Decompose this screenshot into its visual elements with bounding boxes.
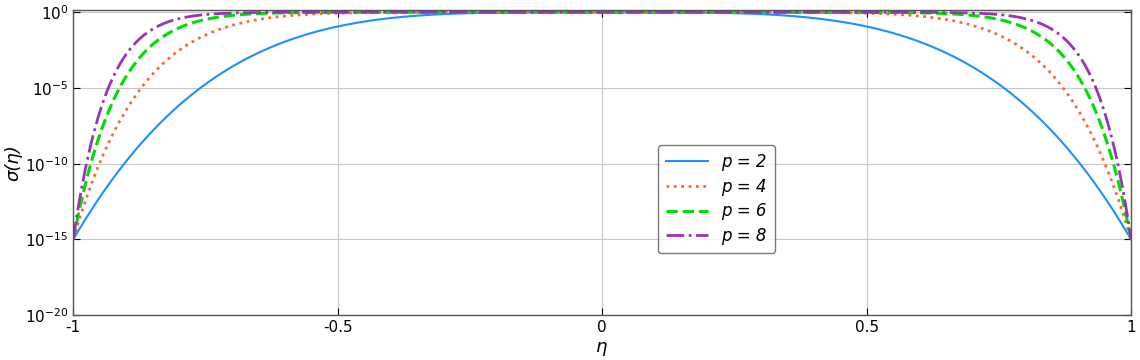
p = 8 xyxy=(66,237,80,242)
p = 4 xyxy=(66,237,80,242)
p = 2 xyxy=(250,51,263,56)
p = 2 xyxy=(1124,237,1138,242)
p = 6 xyxy=(187,20,201,24)
p = 4 xyxy=(250,18,263,22)
p = 8 xyxy=(1124,237,1138,242)
p = 6 xyxy=(518,10,531,14)
Line: p = 2: p = 2 xyxy=(73,12,1131,239)
p = 4 xyxy=(187,39,201,43)
p = 8 xyxy=(250,10,263,15)
p = 8 xyxy=(990,12,1003,17)
p = 4 xyxy=(593,10,606,14)
p = 2 xyxy=(187,91,201,95)
p = 4 xyxy=(1124,237,1138,242)
p = 2 xyxy=(66,237,80,242)
Line: p = 4: p = 4 xyxy=(73,12,1131,239)
Y-axis label: σ(η): σ(η) xyxy=(5,144,22,181)
p = 2 xyxy=(595,10,609,14)
p = 4 xyxy=(1104,176,1117,180)
p = 8 xyxy=(187,14,201,18)
p = 8 xyxy=(1104,131,1117,135)
p = 2 xyxy=(1104,204,1117,208)
Legend: p = 2, p = 4, p = 6, p = 8: p = 2, p = 4, p = 6, p = 8 xyxy=(658,145,775,253)
X-axis label: η: η xyxy=(596,338,608,356)
Line: p = 6: p = 6 xyxy=(73,12,1131,239)
p = 2 xyxy=(472,11,486,15)
p = 8 xyxy=(472,10,486,14)
p = 2 xyxy=(990,80,1003,85)
p = 8 xyxy=(554,10,568,14)
p = 4 xyxy=(472,10,486,14)
p = 2 xyxy=(518,10,531,14)
Line: p = 8: p = 8 xyxy=(73,12,1131,239)
p = 6 xyxy=(1104,152,1117,156)
p = 6 xyxy=(1124,237,1138,242)
p = 6 xyxy=(578,10,592,14)
p = 4 xyxy=(990,32,1003,36)
p = 8 xyxy=(518,10,531,14)
p = 6 xyxy=(250,12,263,16)
p = 4 xyxy=(518,10,531,14)
p = 6 xyxy=(66,237,80,242)
p = 6 xyxy=(472,10,486,14)
p = 6 xyxy=(990,17,1003,21)
